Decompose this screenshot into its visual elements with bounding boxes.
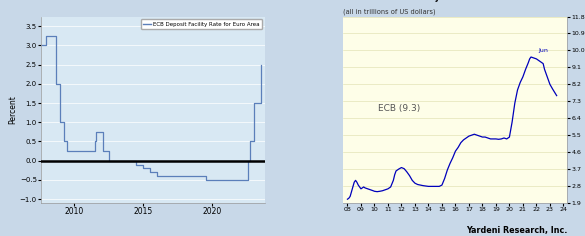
Text: Jun: Jun: [538, 48, 548, 53]
Text: TOTAL ASSETS OF MAJOR CENTRAL BANKS: TOTAL ASSETS OF MAJOR CENTRAL BANKS: [343, 0, 525, 2]
Text: (all in trillions of US dollars): (all in trillions of US dollars): [343, 8, 436, 15]
Text: ECB (9.3): ECB (9.3): [378, 104, 421, 113]
Legend: ECB Deposit Facility Rate for Euro Area: ECB Deposit Facility Rate for Euro Area: [140, 19, 262, 29]
Text: Yardeni Research, Inc.: Yardeni Research, Inc.: [466, 226, 567, 235]
Y-axis label: Percent: Percent: [8, 95, 17, 124]
